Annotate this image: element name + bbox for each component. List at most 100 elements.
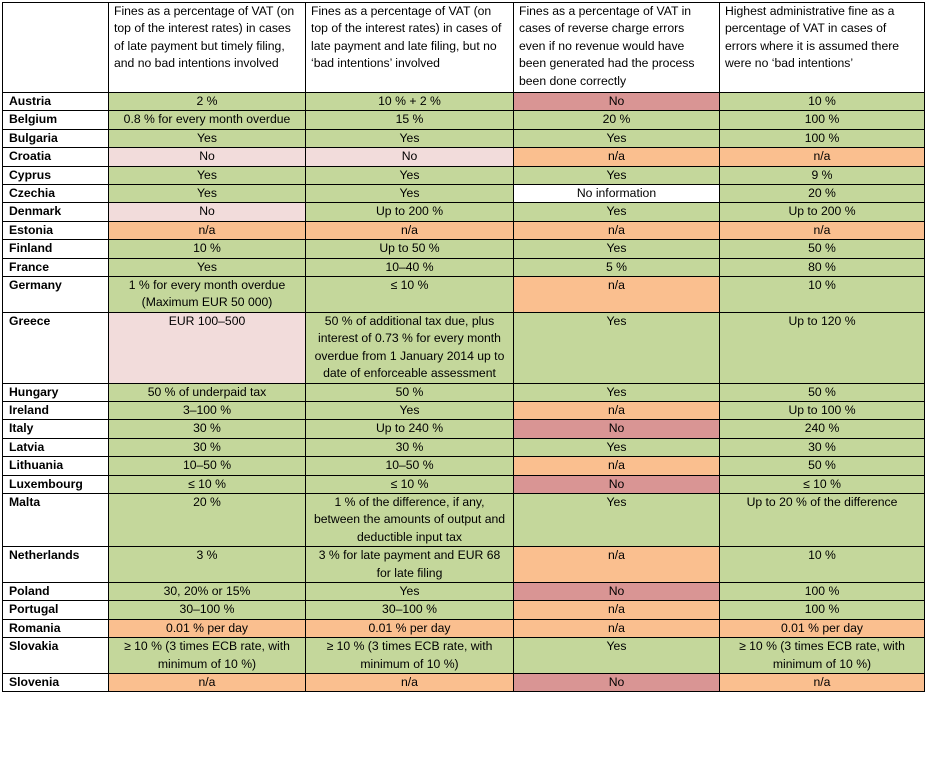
country-cell: Slovakia xyxy=(2,637,109,674)
value-cell: n/a xyxy=(108,220,306,241)
header-reverse-charge-errors: Fines as a percentage of VAT in cases of… xyxy=(513,2,720,93)
country-cell: Finland xyxy=(2,239,109,259)
country-cell: Greece xyxy=(2,311,109,384)
value-cell: 9 % xyxy=(719,165,925,186)
country-cell: Netherlands xyxy=(2,546,109,583)
value-cell: No xyxy=(513,474,720,494)
value-cell: n/a xyxy=(513,400,720,421)
country-cell: Luxembourg xyxy=(2,474,109,494)
value-cell: ≥ 10 % (3 times ECB rate, with minimum o… xyxy=(305,637,514,674)
value-cell: n/a xyxy=(305,220,514,241)
country-cell: Slovenia xyxy=(2,672,109,693)
country-cell: Ireland xyxy=(2,400,109,421)
value-cell: n/a xyxy=(513,600,720,620)
table-row: France Yes 10–40 % 5 % 80 % xyxy=(2,257,925,278)
value-cell: No xyxy=(513,91,720,112)
value-cell: n/a xyxy=(719,672,925,693)
value-cell: 10–50 % xyxy=(305,456,514,476)
table-row: Slovakia ≥ 10 % (3 times ECB rate, with m… xyxy=(2,637,925,674)
country-cell: Malta xyxy=(2,492,109,548)
value-cell: 10 % xyxy=(719,276,925,313)
value-cell: n/a xyxy=(513,147,720,167)
value-cell: EUR 100–500 xyxy=(108,311,306,384)
value-cell: n/a xyxy=(719,147,925,167)
value-cell: 10 % xyxy=(719,546,925,583)
country-cell: Italy xyxy=(2,419,109,439)
table-row: Slovenia n/a n/a No n/a xyxy=(2,672,925,693)
value-cell: Yes xyxy=(513,239,720,259)
value-cell: Up to 20 % of the difference xyxy=(719,492,925,548)
table-row: Greece EUR 100–500 50 % of additional tax … xyxy=(2,311,925,384)
header-row: Fines as a percentage of VAT (on top of … xyxy=(2,2,925,93)
country-cell: Cyprus xyxy=(2,165,109,186)
value-cell: 1 % for every month overdue (Maximum EUR… xyxy=(108,276,306,313)
country-cell: Lithuania xyxy=(2,456,109,476)
value-cell: ≤ 10 % xyxy=(305,276,514,313)
value-cell: 30 % xyxy=(305,437,514,458)
vat-fines-table: Fines as a percentage of VAT (on top of … xyxy=(2,2,925,693)
value-cell: 100 % xyxy=(719,128,925,149)
value-cell: ≥ 10 % (3 times ECB rate, with minimum o… xyxy=(108,637,306,674)
value-cell: 10 % + 2 % xyxy=(305,91,514,112)
country-cell: Latvia xyxy=(2,437,109,458)
value-cell: n/a xyxy=(513,276,720,313)
table-row: Ireland 3–100 % Yes n/a Up to 100 % xyxy=(2,400,925,421)
value-cell: 30–100 % xyxy=(108,600,306,620)
value-cell: 1 % of the difference, if any, between t… xyxy=(305,492,514,548)
value-cell: Yes xyxy=(513,637,720,674)
value-cell: n/a xyxy=(513,456,720,476)
value-cell: Yes xyxy=(108,184,306,204)
value-cell: No information xyxy=(513,184,720,204)
country-cell: Czechia xyxy=(2,184,109,204)
table-row: Estonia n/a n/a n/a n/a xyxy=(2,220,925,241)
value-cell: No xyxy=(513,581,720,602)
value-cell: n/a xyxy=(108,672,306,693)
header-country xyxy=(2,2,109,93)
value-cell: Yes xyxy=(513,165,720,186)
table-body: Austria 2 % 10 % + 2 % No 10 % Belgium 0.8 % f… xyxy=(2,91,925,693)
value-cell: Yes xyxy=(513,128,720,149)
value-cell: Yes xyxy=(305,184,514,204)
value-cell: 50 % of additional tax due, plus interes… xyxy=(305,311,514,384)
value-cell: n/a xyxy=(513,546,720,583)
table-row: Italy 30 % Up to 240 % No 240 % xyxy=(2,419,925,439)
value-cell: 10–50 % xyxy=(108,456,306,476)
table-row: Lithuania 10–50 % 10–50 % n/a 50 % xyxy=(2,456,925,476)
value-cell: Up to 200 % xyxy=(305,202,514,222)
value-cell: 50 % xyxy=(719,382,925,402)
value-cell: Yes xyxy=(108,257,306,278)
table-row: Hungary 50 % of underpaid tax 50 % Yes 50 % xyxy=(2,382,925,402)
country-cell: Estonia xyxy=(2,220,109,241)
value-cell: 30–100 % xyxy=(305,600,514,620)
value-cell: 5 % xyxy=(513,257,720,278)
value-cell: 3–100 % xyxy=(108,400,306,421)
value-cell: 0.01 % per day xyxy=(108,618,306,639)
table-row: Bulgaria Yes Yes Yes 100 % xyxy=(2,128,925,149)
country-cell: Poland xyxy=(2,581,109,602)
value-cell: 3 % xyxy=(108,546,306,583)
table-row: Denmark No Up to 200 % Yes Up to 200 % xyxy=(2,202,925,222)
value-cell: Yes xyxy=(513,202,720,222)
value-cell: No xyxy=(305,147,514,167)
value-cell: Up to 100 % xyxy=(719,400,925,421)
country-cell: Portugal xyxy=(2,600,109,620)
value-cell: Up to 240 % xyxy=(305,419,514,439)
table-row: Germany 1 % for every month overdue (Maxi… xyxy=(2,276,925,313)
value-cell: Up to 50 % xyxy=(305,239,514,259)
value-cell: ≤ 10 % xyxy=(719,474,925,494)
country-cell: Hungary xyxy=(2,382,109,402)
country-cell: Belgium xyxy=(2,110,109,130)
value-cell: n/a xyxy=(513,220,720,241)
value-cell: 30 % xyxy=(108,419,306,439)
table-row: Luxembourg ≤ 10 % ≤ 10 % No ≤ 10 % xyxy=(2,474,925,494)
value-cell: 50 % xyxy=(719,456,925,476)
value-cell: ≥ 10 % (3 times ECB rate, with minimum o… xyxy=(719,637,925,674)
value-cell: Yes xyxy=(305,581,514,602)
table-row: Czechia Yes Yes No information 20 % xyxy=(2,184,925,204)
value-cell: Yes xyxy=(305,128,514,149)
value-cell: Up to 200 % xyxy=(719,202,925,222)
value-cell: ≤ 10 % xyxy=(108,474,306,494)
value-cell: 3 % for late payment and EUR 68 for late… xyxy=(305,546,514,583)
table-row: Croatia No No n/a n/a xyxy=(2,147,925,167)
value-cell: 30 % xyxy=(108,437,306,458)
